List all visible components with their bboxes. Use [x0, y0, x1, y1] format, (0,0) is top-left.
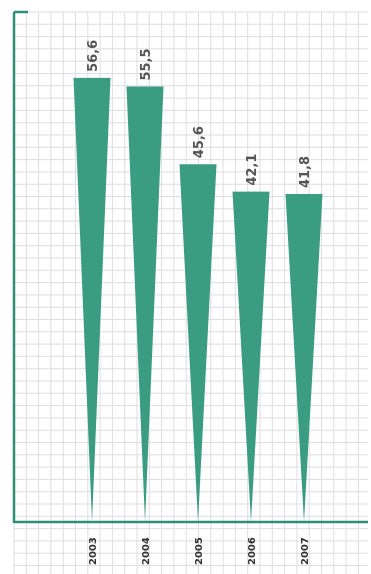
x-axis-labels: 2003 2004 2005 2006 2007: [88, 537, 311, 565]
axes: [12, 10, 368, 524]
bar-2006: [232, 191, 270, 522]
value-label-2005: 45,6: [192, 126, 207, 158]
value-label-2003: 56,6: [86, 40, 101, 72]
x-tick-label-2003: 2003: [88, 537, 99, 565]
value-labels: 56,6 55,5 45,6 42,1 41,8: [86, 40, 313, 188]
bar-2005: [179, 164, 217, 522]
value-label-2004: 55,5: [139, 48, 154, 80]
x-tick-label-2007: 2007: [300, 537, 311, 565]
bar-2004: [126, 86, 164, 523]
bar-2007: [285, 194, 323, 522]
x-tick-label-2006: 2006: [247, 537, 258, 565]
bar-2003: [73, 77, 111, 523]
value-label-2006: 42,1: [245, 154, 260, 186]
value-label-2007: 41,8: [298, 156, 313, 188]
bars: [73, 77, 323, 523]
x-tick-label-2004: 2004: [141, 537, 152, 565]
x-tick-label-2005: 2005: [194, 537, 205, 565]
